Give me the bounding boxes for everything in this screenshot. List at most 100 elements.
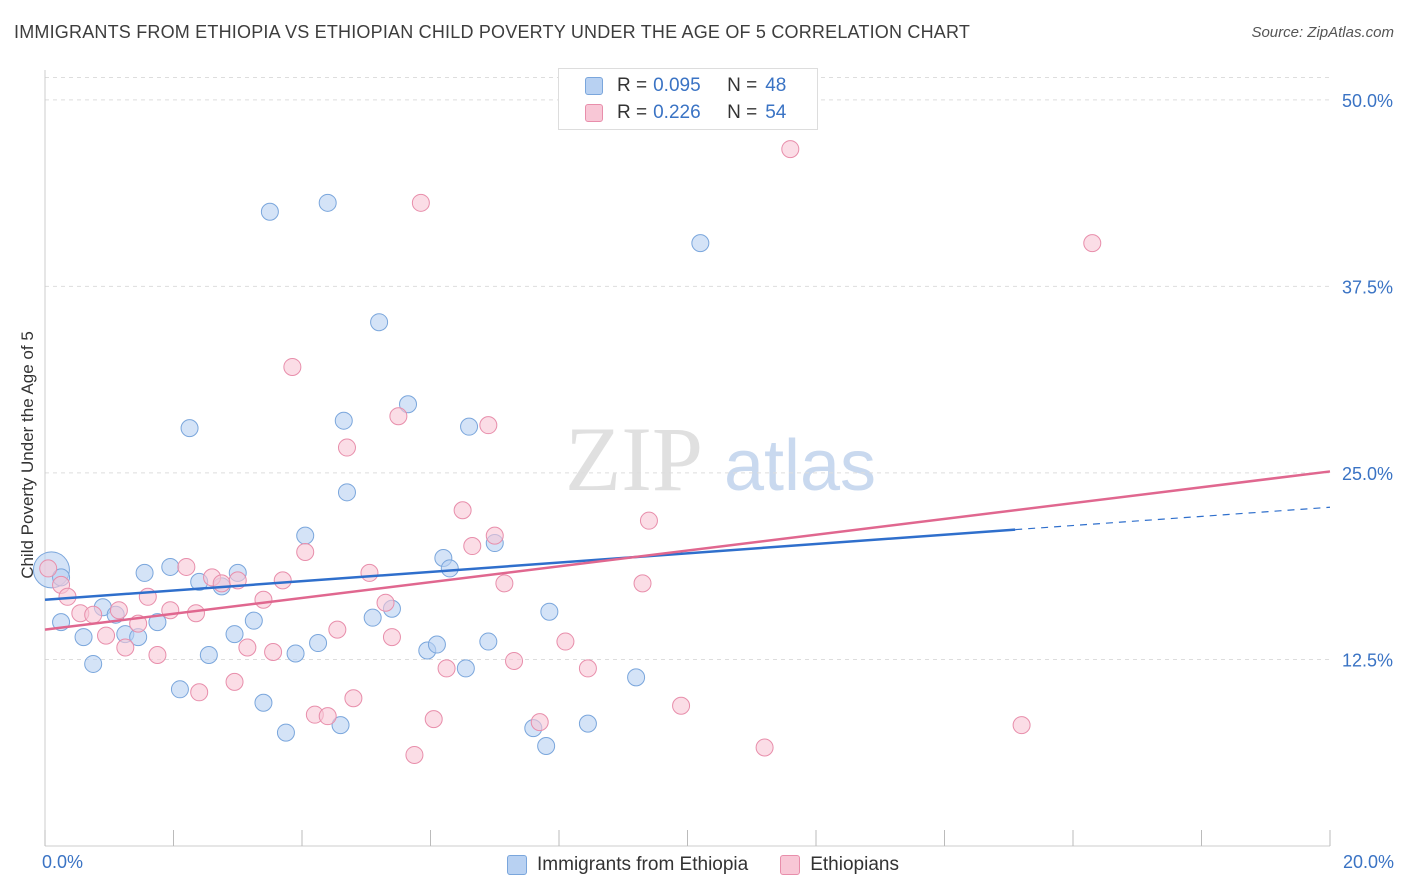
blue-swatch bbox=[585, 77, 603, 95]
point-immigrants bbox=[225, 625, 244, 644]
n-label: N = bbox=[727, 102, 758, 123]
trend-line-immigrants-projection bbox=[1015, 506, 1331, 531]
trend-lines bbox=[44, 470, 1331, 631]
point-immigrants bbox=[74, 628, 93, 647]
point-ethiopians bbox=[437, 659, 456, 678]
point-immigrants bbox=[244, 611, 263, 630]
point-ethiopians bbox=[485, 526, 504, 545]
point-ethiopians bbox=[389, 407, 408, 426]
point-immigrants bbox=[337, 483, 356, 502]
point-ethiopians bbox=[376, 593, 395, 612]
y-tick-labels: 12.5% 25.0% 37.5% 50.0% bbox=[1342, 91, 1393, 671]
trend-line-immigrants bbox=[44, 528, 1016, 602]
point-ethiopians bbox=[556, 632, 575, 651]
point-immigrants bbox=[318, 193, 337, 212]
point-immigrants bbox=[691, 234, 710, 253]
point-ethiopians bbox=[39, 559, 58, 578]
point-ethiopians bbox=[177, 557, 196, 576]
point-immigrants bbox=[537, 737, 556, 756]
point-immigrants bbox=[440, 559, 459, 578]
blue-swatch bbox=[507, 855, 528, 875]
point-immigrants bbox=[180, 419, 199, 438]
point-ethiopians bbox=[672, 696, 691, 715]
n-value: 48 bbox=[765, 75, 787, 96]
point-immigrants bbox=[170, 680, 189, 699]
point-ethiopians bbox=[463, 537, 482, 556]
point-ethiopians bbox=[639, 511, 658, 530]
point-ethiopians bbox=[328, 620, 347, 639]
point-immigrants bbox=[199, 645, 218, 664]
point-immigrants bbox=[161, 557, 180, 576]
point-immigrants bbox=[427, 635, 446, 654]
point-immigrants bbox=[296, 526, 315, 545]
point-immigrants bbox=[460, 417, 479, 436]
stats-legend-row-immigrants: R = 0.095 N = 48 bbox=[585, 73, 786, 99]
stats-legend: R = 0.095 N = 48 R = 0.226 N = 54 bbox=[558, 68, 818, 130]
point-immigrants bbox=[148, 613, 167, 632]
point-ethiopians bbox=[148, 645, 167, 664]
point-ethiopians bbox=[296, 543, 315, 562]
point-ethiopians bbox=[337, 438, 356, 457]
y-tick-label: 25.0% bbox=[1342, 464, 1393, 484]
point-ethiopians bbox=[116, 638, 135, 657]
point-ethiopians bbox=[190, 683, 209, 702]
point-ethiopians bbox=[1012, 716, 1031, 735]
y-tick-label: 12.5% bbox=[1342, 650, 1393, 670]
point-ethiopians bbox=[264, 643, 283, 661]
axes bbox=[44, 70, 1331, 847]
point-ethiopians bbox=[238, 638, 257, 657]
legend-item-ethiopians: Ethiopians bbox=[780, 854, 899, 876]
point-immigrants bbox=[627, 668, 646, 687]
x-tick-max: 20.0% bbox=[1342, 852, 1394, 872]
point-ethiopians bbox=[344, 689, 363, 708]
point-ethiopians bbox=[405, 745, 424, 764]
n-label: N = bbox=[727, 75, 758, 96]
point-ethiopians bbox=[254, 590, 273, 609]
r-value: 0.095 bbox=[653, 75, 701, 96]
point-ethiopians bbox=[530, 713, 549, 732]
point-ethiopians bbox=[186, 604, 205, 623]
point-ethiopians bbox=[109, 601, 128, 620]
point-immigrants bbox=[260, 202, 279, 221]
point-ethiopians bbox=[283, 357, 302, 376]
point-immigrants bbox=[370, 313, 389, 332]
point-ethiopians bbox=[505, 651, 524, 670]
point-ethiopians bbox=[495, 574, 514, 593]
point-ethiopians bbox=[755, 738, 774, 757]
watermark-atlas: atlas bbox=[724, 426, 876, 506]
watermark-zip: ZIP bbox=[565, 408, 703, 510]
point-ethiopians bbox=[424, 710, 443, 729]
point-ethiopians bbox=[479, 416, 498, 435]
point-immigrants bbox=[399, 395, 418, 414]
point-ethiopians bbox=[382, 628, 401, 647]
n-value: 54 bbox=[765, 102, 787, 123]
point-immigrants bbox=[363, 608, 382, 627]
point-immigrants bbox=[286, 644, 305, 663]
point-ethiopians bbox=[360, 563, 379, 582]
point-ethiopians bbox=[84, 605, 103, 624]
point-immigrants bbox=[276, 723, 295, 742]
point-ethiopians bbox=[633, 574, 652, 593]
trend-line-ethiopians bbox=[44, 470, 1331, 631]
legend-item-immigrants: Immigrants from Ethiopia bbox=[507, 854, 748, 876]
point-ethiopians bbox=[1083, 234, 1102, 253]
x-tick-min: 0.0% bbox=[42, 852, 84, 872]
pink-swatch bbox=[780, 855, 801, 875]
point-ethiopians bbox=[97, 626, 116, 645]
point-immigrants bbox=[479, 632, 498, 651]
point-immigrants bbox=[540, 602, 559, 621]
point-ethiopians bbox=[318, 707, 337, 726]
series-legend: Immigrants from Ethiopia Ethiopians bbox=[0, 852, 1406, 878]
point-immigrants bbox=[578, 714, 597, 733]
point-ethiopians bbox=[453, 501, 472, 520]
y-tick-label: 37.5% bbox=[1342, 277, 1393, 297]
legend-label: Immigrants from Ethiopia bbox=[537, 854, 749, 875]
watermark: ZIP atlas bbox=[565, 408, 876, 510]
point-immigrants bbox=[331, 716, 350, 735]
stats-legend-row-ethiopians: R = 0.226 N = 54 bbox=[585, 100, 786, 126]
point-immigrants bbox=[309, 634, 328, 653]
point-ethiopians bbox=[578, 659, 597, 678]
source-label: Source: ZipAtlas.com bbox=[1251, 24, 1394, 41]
point-immigrants bbox=[334, 411, 353, 430]
